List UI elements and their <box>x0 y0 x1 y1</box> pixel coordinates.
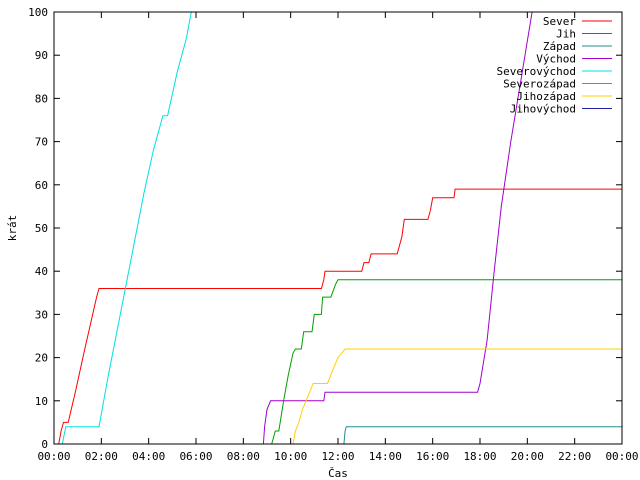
x-tick-label: 10:00 <box>274 450 307 463</box>
x-tick-label: 04:00 <box>132 450 165 463</box>
x-tick-label: 20:00 <box>511 450 544 463</box>
series-line-1 <box>58 188 622 444</box>
legend-label: Jih <box>556 28 576 41</box>
legend-label: Jihovýchod <box>510 103 576 116</box>
y-tick-label: 10 <box>35 395 48 408</box>
x-tick-label: 02:00 <box>85 450 118 463</box>
series-line-2 <box>271 279 622 444</box>
y-tick-label: 0 <box>41 438 48 451</box>
y-tick-label: 100 <box>28 6 48 19</box>
x-tick-label: 16:00 <box>416 450 449 463</box>
x-tick-label: 08:00 <box>227 450 260 463</box>
x-tick-label: 22:00 <box>558 450 591 463</box>
y-tick-label: 40 <box>35 265 48 278</box>
legend-label: Sever <box>543 15 576 28</box>
y-tick-label: 70 <box>35 136 48 149</box>
y-tick-label: 60 <box>35 179 48 192</box>
y-axis-label: krát <box>6 215 19 242</box>
x-tick-label: 00:00 <box>605 450 638 463</box>
y-tick-label: 80 <box>35 92 48 105</box>
x-tick-label: 00:00 <box>37 450 70 463</box>
tick-labels: 0 10 20 30 40 50 60 70 80 90 100 00:00 02:00 04:00 06:… <box>28 6 638 463</box>
x-tick-label: 14:00 <box>369 450 402 463</box>
series-line-4 <box>262 12 533 444</box>
legend-label: Severozápad <box>503 78 576 91</box>
legend: SeverJihZápadVýchodSeverovýchodSeverozáp… <box>497 15 612 116</box>
x-tick-label: 12:00 <box>321 450 354 463</box>
y-tick-label: 20 <box>35 352 48 365</box>
series-line-3 <box>343 426 622 444</box>
legend-label: Východ <box>536 53 576 66</box>
series-lines <box>58 12 622 444</box>
y-tick-label: 30 <box>35 308 48 321</box>
y-tick-label: 90 <box>35 49 48 62</box>
series-line-7 <box>292 348 622 444</box>
x-tick-label: 06:00 <box>179 450 212 463</box>
series-line-5 <box>61 12 192 444</box>
x-tick-label: 18:00 <box>463 450 496 463</box>
legend-label: Severovýchod <box>497 65 576 78</box>
plot-frame <box>53 11 623 445</box>
y-tick-label: 50 <box>35 222 48 235</box>
legend-label: Jihozápad <box>516 90 576 103</box>
legend-label: Západ <box>543 40 576 53</box>
x-axis-label: Čas <box>328 467 348 480</box>
